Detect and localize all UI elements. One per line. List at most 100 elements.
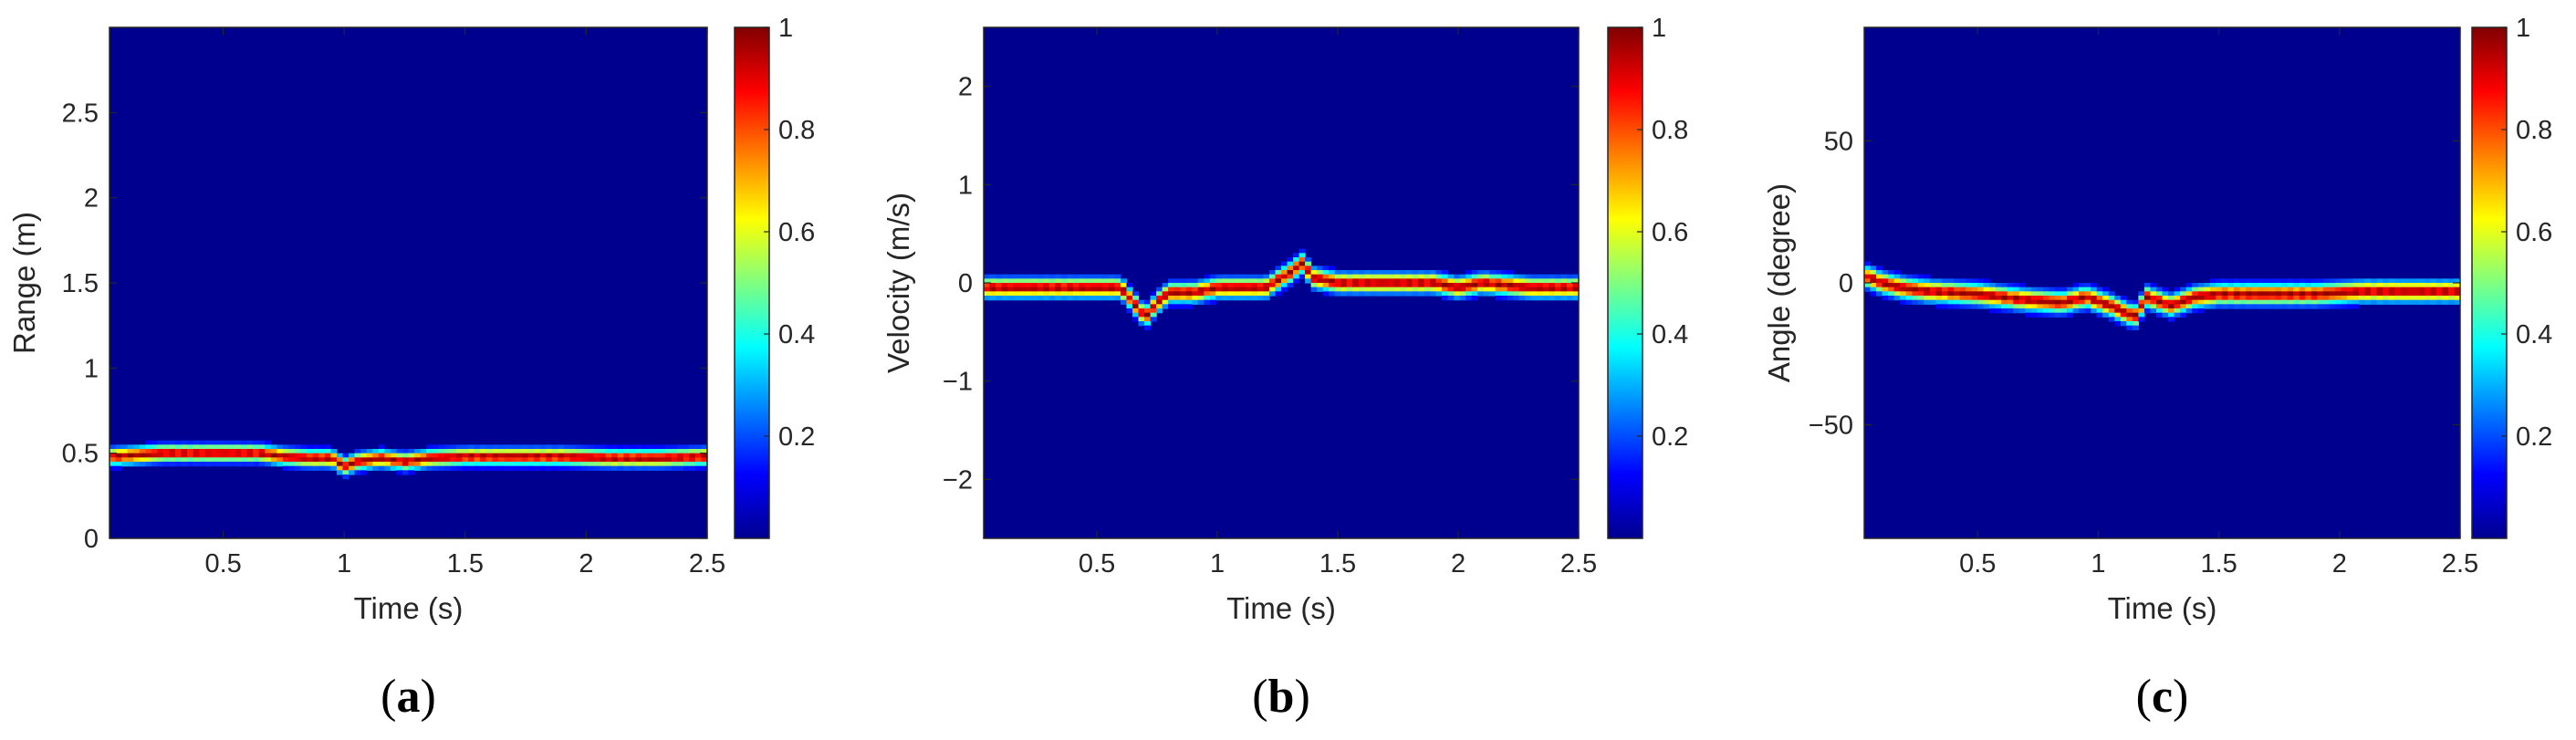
heatmap-cell xyxy=(121,449,129,454)
heatmap-cell xyxy=(558,465,565,471)
heatmap-cell xyxy=(1459,283,1466,288)
heatmap-cell xyxy=(1917,299,1924,305)
heatmap-cell xyxy=(2383,299,2390,305)
heatmap-cell xyxy=(2310,299,2318,305)
heatmap-cell xyxy=(1317,266,1324,271)
heatmap-cell xyxy=(665,462,673,467)
heatmap-cell xyxy=(2293,283,2300,288)
heatmap-cell xyxy=(2037,291,2044,297)
heatmap-cell xyxy=(187,444,194,450)
heatmap-cell xyxy=(617,444,624,450)
heatmap-cell xyxy=(1393,291,1401,297)
heatmap-cell xyxy=(1888,287,1895,292)
y-tick-label: 2 xyxy=(84,184,99,214)
heatmap-cell xyxy=(2341,287,2348,292)
heatmap-cell xyxy=(2447,287,2456,292)
heatmap-cell xyxy=(2371,278,2378,284)
heatmap-cell xyxy=(2317,291,2324,297)
heatmap-cell xyxy=(295,462,302,467)
heatmap-cell xyxy=(563,449,570,454)
heatmap-cell xyxy=(2013,304,2020,309)
heatmap-cell xyxy=(1489,291,1497,297)
heatmap-cell xyxy=(2281,296,2289,301)
heatmap-cell xyxy=(2346,278,2354,284)
heatmap-cell xyxy=(1114,287,1121,292)
heatmap-cell xyxy=(1447,278,1455,284)
heatmap-cell xyxy=(133,462,141,467)
heatmap-cell xyxy=(1322,270,1330,276)
heatmap-cell xyxy=(2430,291,2437,297)
heatmap-cell xyxy=(1215,291,1223,297)
heatmap-cell xyxy=(1977,283,1985,288)
heatmap-cell xyxy=(480,462,487,467)
heatmap-cell xyxy=(204,440,212,445)
heatmap-cell xyxy=(1055,283,1062,288)
heatmap-cell xyxy=(2132,304,2139,309)
heatmap-cell xyxy=(1001,287,1008,292)
heatmap-cell xyxy=(223,440,230,445)
heatmap-cell xyxy=(647,449,654,454)
heatmap-cell xyxy=(2317,299,2324,305)
heatmap-cell xyxy=(258,449,266,454)
heatmap-cell xyxy=(1430,274,1437,279)
heatmap-cell xyxy=(1560,283,1568,288)
heatmap-cell xyxy=(1912,287,1919,292)
heatmap-cell xyxy=(1239,296,1246,301)
heatmap-cell xyxy=(485,444,493,450)
heatmap-cell xyxy=(2388,287,2395,292)
heatmap-cell xyxy=(534,453,541,458)
heatmap-cell xyxy=(1412,270,1419,276)
heatmap-cell xyxy=(1060,296,1068,301)
heatmap-cell xyxy=(2216,299,2223,305)
heatmap-cell xyxy=(2185,283,2193,288)
heatmap-cell xyxy=(485,449,493,454)
heatmap-cell xyxy=(2293,291,2300,297)
heatmap-cell xyxy=(2102,296,2110,301)
heatmap-cell xyxy=(1959,287,1966,292)
heatmap-cell xyxy=(307,462,314,467)
heatmap-cell xyxy=(2394,296,2402,301)
heatmap-cell xyxy=(2138,312,2145,318)
heatmap-cell xyxy=(1905,291,1913,297)
heatmap-cell xyxy=(1025,291,1032,297)
heatmap-cell xyxy=(1471,291,1478,297)
heatmap-cell xyxy=(276,462,284,467)
heatmap-cell xyxy=(641,457,649,463)
heatmap-cell xyxy=(2406,283,2414,288)
heatmap-cell xyxy=(2013,308,2020,314)
heatmap-cell xyxy=(139,444,146,450)
heatmap-cell xyxy=(2287,287,2294,292)
heatmap-cell xyxy=(2143,283,2152,288)
heatmap-cell xyxy=(1114,278,1121,284)
heatmap-cell xyxy=(1882,274,1889,279)
heatmap-cell xyxy=(2108,308,2115,314)
heatmap-cell xyxy=(1465,270,1473,276)
heatmap-cell xyxy=(569,462,577,467)
heatmap-cell xyxy=(2204,299,2211,305)
heatmap-cell xyxy=(2352,287,2360,292)
heatmap-cell xyxy=(2376,299,2383,305)
heatmap-cell xyxy=(558,453,565,458)
heatmap-cell xyxy=(162,444,171,450)
heatmap-cell xyxy=(151,444,158,450)
heatmap-cell xyxy=(1370,274,1377,279)
heatmap-cell xyxy=(162,462,171,467)
heatmap-cell xyxy=(2013,283,2020,288)
heatmap-cell xyxy=(2079,308,2086,314)
heatmap-cell xyxy=(1001,291,1008,297)
heatmap-cell xyxy=(2364,291,2372,297)
heatmap-cell xyxy=(2263,291,2270,297)
heatmap-cell xyxy=(1430,270,1437,276)
heatmap-cell xyxy=(1275,278,1282,284)
heatmap-cell xyxy=(1268,287,1277,292)
heatmap-cell xyxy=(349,462,356,467)
heatmap-cell xyxy=(1204,296,1211,301)
heatmap-cell xyxy=(318,465,326,471)
heatmap-cell xyxy=(1090,278,1098,284)
heatmap-cell xyxy=(2346,291,2354,297)
colorbar-tick-label: 0.6 xyxy=(1652,218,1688,247)
heatmap-cell xyxy=(414,462,422,467)
heatmap-cell xyxy=(1031,274,1038,279)
heatmap-cell xyxy=(1513,283,1520,288)
heatmap-cell xyxy=(1971,304,1978,309)
